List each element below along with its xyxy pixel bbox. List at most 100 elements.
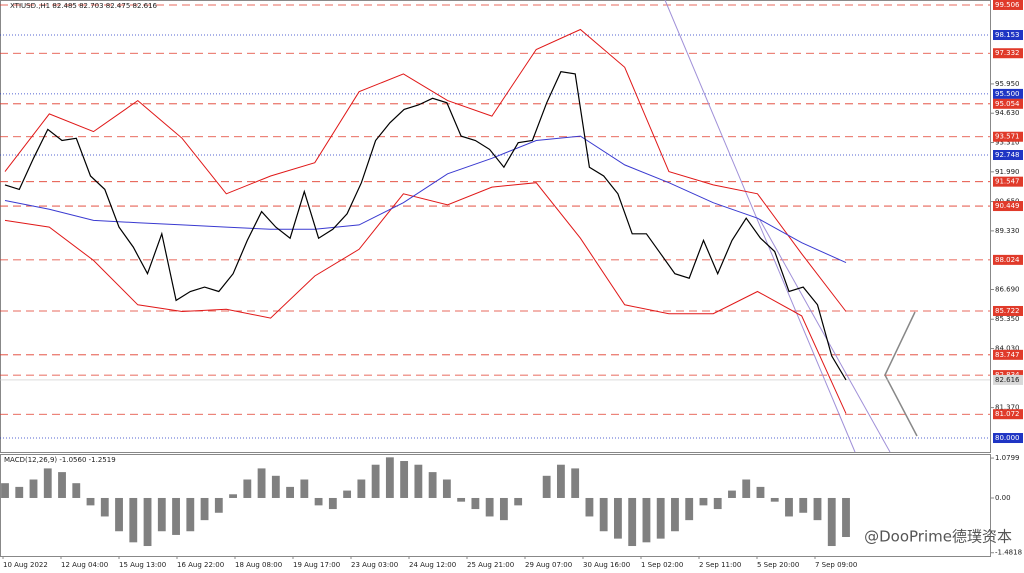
- macd-bar: [799, 497, 808, 513]
- macd-bar: [485, 497, 494, 517]
- macd-bar: [343, 490, 352, 498]
- projection-arrow: [884, 311, 916, 376]
- level-label-bg: [993, 0, 1023, 10]
- x-tick-label: 1 Sep 02:00: [641, 561, 683, 569]
- level-label: 92.748: [995, 151, 1020, 159]
- macd-bar: [100, 497, 109, 517]
- indicator-line: [4, 182, 847, 414]
- x-tick-label: 2 Sep 11:00: [699, 561, 741, 569]
- channel-line: [759, 219, 891, 453]
- macd-tick-label: 0.00: [995, 494, 1011, 502]
- macd-bar: [172, 497, 180, 535]
- macd-bar: [286, 486, 295, 498]
- macd-bar: [143, 497, 152, 547]
- macd-bar: [157, 497, 166, 532]
- level-label: 91.547: [995, 178, 1020, 186]
- macd-bar: [271, 475, 280, 498]
- y-tick-label: 86.690: [995, 285, 1020, 293]
- macd-bar: [186, 497, 195, 532]
- y-tick-label: 95.950: [995, 80, 1020, 88]
- level-label: 83.747: [995, 351, 1020, 359]
- x-tick-label: 15 Aug 13:00: [119, 561, 166, 569]
- y-tick-label: 84.030: [995, 345, 1020, 353]
- macd-tick-label: 1.0799: [995, 454, 1020, 462]
- macd-bar: [86, 497, 95, 506]
- level-label: 95.054: [995, 100, 1020, 108]
- macd-bar: [58, 472, 66, 498]
- macd-bar: [43, 468, 52, 498]
- level-label-bg: [993, 349, 1023, 360]
- macd-bar: [400, 461, 409, 498]
- x-tick-label: 25 Aug 21:00: [467, 561, 514, 569]
- macd-bar: [129, 497, 138, 543]
- watermark: @DooPrime德璞资本: [864, 528, 1012, 546]
- level-label: 88.024: [995, 256, 1020, 264]
- indicator-line: [4, 28, 847, 312]
- macd-bar: [685, 497, 694, 521]
- price-line: [4, 71, 847, 381]
- macd-tick-label: -1.4818: [995, 549, 1022, 557]
- macd-bar: [827, 497, 836, 547]
- y-tick-label: 89.330: [995, 227, 1020, 235]
- macd-bar: [314, 497, 323, 506]
- level-label-bg: [993, 131, 1023, 142]
- macd-bar: [699, 497, 708, 506]
- y-tick-label: 93.310: [995, 139, 1020, 147]
- macd-bar: [214, 497, 223, 513]
- macd-bar: [471, 497, 480, 510]
- price-panel: [0, 0, 991, 453]
- macd-bar: [371, 464, 380, 498]
- level-label: 90.449: [995, 202, 1020, 210]
- level-label-bg: [993, 30, 1023, 41]
- macd-bar: [813, 497, 822, 521]
- macd-bar: [385, 457, 394, 498]
- x-tick-label: 10 Aug 2022: [3, 561, 48, 569]
- macd-bar: [571, 468, 580, 498]
- level-label-bg: [993, 150, 1023, 161]
- macd-bar: [29, 479, 38, 498]
- level-label: 80.000: [995, 434, 1020, 442]
- level-label-bg: [993, 176, 1023, 187]
- y-tick-label: 81.370: [995, 404, 1020, 412]
- macd-bar: [656, 497, 665, 539]
- macd-bar: [72, 483, 81, 498]
- x-tick-label: 16 Aug 22:00: [177, 561, 224, 569]
- macd-bar: [671, 497, 679, 532]
- macd-bar: [328, 497, 337, 510]
- projection-arrow: [884, 374, 918, 437]
- x-tick-label: 30 Aug 16:00: [583, 561, 630, 569]
- macd-bar: [556, 464, 565, 498]
- macd-bar: [115, 497, 123, 532]
- x-tick-label: 19 Aug 17:00: [293, 561, 340, 569]
- y-tick-label: 91.990: [995, 168, 1020, 176]
- macd-bar: [229, 494, 237, 498]
- macd-bar: [457, 497, 466, 502]
- macd-bar: [599, 497, 608, 532]
- macd-bar: [499, 497, 508, 521]
- macd-bar: [414, 464, 423, 498]
- macd-bar: [442, 479, 451, 498]
- last-price-label: 82.616: [995, 376, 1020, 384]
- macd-bar: [842, 497, 850, 538]
- level-label-bg: [993, 88, 1023, 99]
- x-tick-label: 7 Sep 09:00: [815, 561, 857, 569]
- macd-bar: [357, 479, 366, 498]
- x-tick-label: 29 Aug 07:00: [525, 561, 572, 569]
- macd-bar: [785, 497, 793, 517]
- x-tick-label: 23 Aug 03:00: [351, 561, 398, 569]
- macd-bar: [642, 497, 651, 543]
- macd-bar: [200, 497, 209, 521]
- level-label-bg: [993, 433, 1023, 444]
- macd-bar: [756, 486, 765, 498]
- macd-bar: [585, 497, 594, 517]
- macd-bar: [243, 479, 252, 498]
- indicator-line: [4, 135, 847, 264]
- level-label: 93.571: [995, 133, 1020, 141]
- y-tick-label: 94.630: [995, 109, 1020, 117]
- macd-bar: [542, 475, 551, 498]
- level-label: 97.332: [995, 49, 1020, 57]
- macd-bar: [514, 497, 523, 506]
- level-label: 81.072: [995, 410, 1020, 418]
